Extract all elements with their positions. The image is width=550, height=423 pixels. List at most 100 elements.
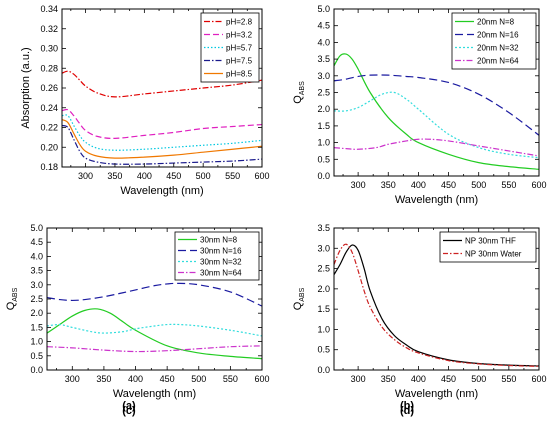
- y-tick-label: 3.0: [317, 71, 330, 81]
- chart-panel-1: 300 350 400 450 500 550 600 0.18 0.20 0.22 0.24 0.2…: [20, 4, 270, 412]
- x-tick-label: 550: [223, 374, 238, 384]
- x-tick-label: 450: [441, 374, 456, 384]
- series-line-1: [334, 53, 539, 170]
- legend-label: 30nm N=64: [200, 269, 242, 278]
- y-tick-label: 0.0: [317, 171, 330, 181]
- legend-box: [439, 231, 537, 263]
- y-tick-label: 2.5: [30, 294, 43, 304]
- y-tick-label: 4.0: [30, 251, 43, 261]
- x-tick-label: 500: [471, 180, 486, 190]
- y-tick-label: 0.24: [40, 103, 58, 113]
- chart-panel-2: 300 350 400 450 500 550 600 0.0 0.5 1.0 1.5 2.0 2.5 3…: [292, 4, 547, 412]
- legend-label: 20nm N=32: [477, 44, 519, 53]
- series-line-2: [334, 243, 539, 367]
- x-tick-label: 500: [196, 171, 211, 181]
- panel-label: (a): [122, 400, 136, 412]
- y-tick-label: 5.0: [317, 4, 330, 14]
- x-tick-label: 400: [411, 374, 426, 384]
- y-axis-title: QABS: [5, 287, 19, 310]
- series-line-2: [334, 74, 539, 136]
- plot-frame: [333, 227, 540, 371]
- y-tick-label: 0.20: [40, 142, 58, 152]
- x-tick-label: 600: [254, 374, 269, 384]
- series-line-4: [62, 124, 262, 165]
- legend-label: pH=5.7: [226, 44, 253, 53]
- y-tick-label: 1.5: [317, 304, 330, 314]
- legend-label: pH=8.5: [226, 70, 253, 79]
- y-tick-label: 4.5: [30, 237, 43, 247]
- x-tick-label: 300: [78, 171, 93, 181]
- legend-label: NP 30nm Water: [465, 250, 522, 259]
- y-tick-label: 0.5: [317, 154, 330, 164]
- y-axis-title-main: Q: [5, 301, 17, 310]
- y-axis-title-main: Q: [292, 301, 304, 310]
- y-tick-label: 3.0: [317, 243, 330, 253]
- y-tick-label: 0.22: [40, 123, 58, 133]
- x-axis-title: Wavelength (nm): [120, 185, 203, 197]
- y-tick-label: 0.26: [40, 83, 58, 93]
- chart-panel-4: 300 350 400 450 500 550 600 0.0 0.5 1.0 1.5 2.0 2.5 3…: [292, 223, 547, 417]
- series-line-1: [334, 244, 539, 367]
- x-tick-label: 450: [441, 180, 456, 190]
- legend-label: pH=7.5: [226, 57, 253, 66]
- x-tick-label: 600: [531, 180, 546, 190]
- x-tick-label: 500: [471, 374, 486, 384]
- y-axis-title: Absorption (a.u.): [20, 47, 32, 128]
- x-axis-title: Wavelength (nm): [395, 388, 478, 400]
- y-tick-label: 1.0: [317, 324, 330, 334]
- y-tick-label: 0.34: [40, 4, 58, 14]
- y-tick-label: 2.5: [317, 88, 330, 98]
- x-tick-label: 600: [531, 374, 546, 384]
- y-axis-title: QABS: [292, 81, 306, 104]
- panel-label: (d): [400, 405, 414, 417]
- legend-label: 30nm N=32: [200, 258, 242, 267]
- legend-label: 30nm N=8: [200, 236, 238, 245]
- x-tick-label: 300: [351, 374, 366, 384]
- x-tick-label: 450: [166, 171, 181, 181]
- series-line-3: [334, 91, 539, 159]
- series-line-5: [62, 119, 262, 159]
- legend-label: pH=3.2: [226, 31, 253, 40]
- x-tick-label: 350: [381, 374, 396, 384]
- series-line-4: [47, 345, 262, 353]
- panel-label: (c): [122, 405, 136, 417]
- panel-label: (b): [400, 400, 414, 412]
- y-axis-title-sub: ABS: [12, 287, 19, 301]
- y-tick-label: 5.0: [30, 223, 43, 233]
- series-line-3: [47, 323, 262, 337]
- x-axis-title: Wavelength (nm): [395, 194, 478, 206]
- y-tick-label: 3.5: [30, 266, 43, 276]
- x-tick-label: 300: [351, 180, 366, 190]
- y-tick-label: 2.5: [317, 264, 330, 274]
- y-tick-label: 1.0: [30, 337, 43, 347]
- y-tick-label: 0.18: [40, 162, 58, 172]
- legend-label: 20nm N=8: [477, 18, 515, 27]
- y-tick-label: 3.0: [30, 280, 43, 290]
- series-line-1: [62, 70, 262, 98]
- y-tick-label: 3.5: [317, 223, 330, 233]
- y-tick-label: 1.5: [317, 121, 330, 131]
- x-tick-label: 400: [137, 171, 152, 181]
- y-tick-label: 0.32: [40, 24, 58, 34]
- y-tick-label: 2.0: [317, 104, 330, 114]
- x-tick-label: 450: [160, 374, 175, 384]
- x-tick-label: 300: [65, 374, 80, 384]
- y-tick-label: 0.30: [40, 44, 58, 54]
- series-line-4: [334, 138, 539, 157]
- y-tick-label: 0.0: [30, 365, 43, 375]
- y-tick-label: 4.0: [317, 37, 330, 47]
- y-tick-label: 0.0: [317, 365, 330, 375]
- y-tick-label: 2.0: [317, 284, 330, 294]
- y-axis-title-main: Absorption (a.u.): [20, 47, 32, 128]
- x-tick-label: 350: [381, 180, 396, 190]
- y-tick-label: 4.5: [317, 21, 330, 31]
- series-line-2: [47, 282, 262, 307]
- x-tick-label: 350: [107, 171, 122, 181]
- x-tick-label: 550: [225, 171, 240, 181]
- legend-label: pH=2.8: [226, 18, 253, 27]
- x-tick-label: 550: [501, 180, 516, 190]
- y-axis-title-sub: ABS: [299, 287, 306, 301]
- y-tick-label: 0.5: [317, 345, 330, 355]
- y-tick-label: 1.0: [317, 138, 330, 148]
